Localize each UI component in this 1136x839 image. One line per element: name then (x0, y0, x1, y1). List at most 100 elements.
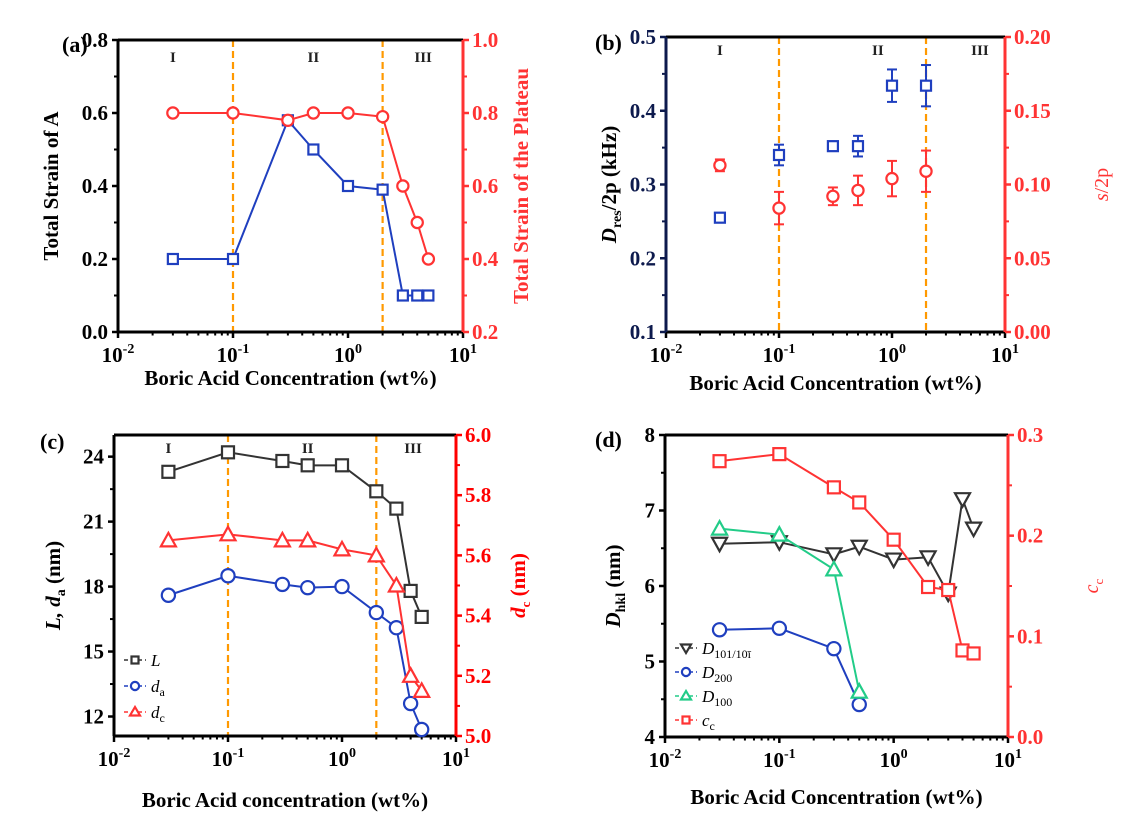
data-point (166, 106, 180, 120)
data-point (851, 183, 865, 198)
data-point (410, 215, 424, 230)
right-y-tick-label: 0.0 (1017, 725, 1043, 749)
data-point (274, 576, 291, 593)
data-point (919, 164, 933, 178)
right-y-tick-label: 0.2 (1017, 524, 1043, 548)
data-point (160, 587, 177, 603)
data-point (826, 140, 840, 153)
right-y-tick-label: 0.3 (1017, 423, 1043, 447)
data-point (772, 447, 787, 462)
right-y-tick-label: 0.8 (472, 101, 498, 125)
x-tick-label: 10-2 (102, 342, 135, 367)
x-tick-label: 10-2 (649, 747, 682, 772)
data-point (885, 79, 899, 92)
data-point (852, 495, 867, 510)
data-point (826, 189, 840, 203)
data-point (334, 458, 350, 473)
data-point (161, 464, 176, 479)
data-point (710, 518, 729, 536)
series-line (719, 627, 861, 705)
right-y-tick-label: 1.0 (472, 28, 498, 52)
left-y-tick-label: 0.3 (630, 173, 656, 197)
legend-item: dc (124, 703, 165, 725)
series-dc (159, 524, 432, 698)
data-point (389, 501, 404, 516)
legend-label: L (150, 651, 160, 670)
left-y-tick-label: 12 (83, 705, 104, 729)
data-point (281, 113, 295, 128)
region-label: II (308, 50, 320, 66)
x-axis-label: Boric Acid concentration (wt%) (142, 788, 428, 812)
left-y-tick-label: 0.1 (630, 320, 656, 344)
series-s-2p (713, 149, 933, 226)
legend-marker (679, 688, 693, 701)
right-y-tick-label: 0.05 (1014, 246, 1051, 270)
x-tick-label: 10-1 (212, 746, 245, 771)
x-tick-label: 10-1 (217, 342, 250, 367)
legend-marker (681, 715, 691, 725)
data-point (953, 492, 972, 509)
data-point (396, 179, 410, 193)
data-point (920, 579, 936, 595)
data-point (413, 721, 430, 738)
data-point (341, 179, 355, 193)
region-label: I (165, 441, 171, 457)
data-point (826, 640, 842, 657)
legend-label: cc (702, 711, 715, 733)
data-point (851, 696, 867, 713)
left-y-tick-label: 0.5 (630, 25, 656, 49)
legend-item: D101/10ī (675, 639, 752, 661)
legend: Lda dc (124, 651, 166, 725)
x-tick-label: 100 (334, 342, 362, 367)
data-point (966, 646, 981, 661)
data-point (411, 289, 424, 302)
right-y-tick-label: 0.2 (472, 320, 498, 344)
left-y-tick-label: 0.4 (630, 99, 657, 123)
left-y-tick-label: 0.2 (630, 246, 656, 270)
x-tick-label: 101 (449, 342, 477, 367)
data-point (299, 579, 316, 596)
left-y-tick-label: 15 (83, 640, 104, 664)
data-point (159, 530, 178, 548)
data-point (421, 252, 436, 266)
left-y-axis-label: L, da (nm) (41, 541, 69, 631)
panel-d: (d) 10-2 10-1 100 101 4 5 6 7 8 0.0 0.1 0.2 0.3 Boric … (595, 423, 1106, 809)
region-label: III (971, 43, 989, 59)
data-point (769, 524, 789, 542)
right-y-tick-label: 5.6 (465, 543, 491, 567)
data-point (220, 445, 236, 460)
region-label: III (414, 50, 432, 66)
panel-label: (d) (595, 427, 622, 452)
x-tick-label: 101 (991, 342, 1019, 367)
data-point (713, 158, 727, 173)
data-point (298, 530, 318, 548)
data-point (402, 695, 419, 712)
legend-item: D200 (675, 663, 732, 685)
left-y-tick-label: 0.6 (82, 101, 108, 125)
panel-label: (a) (62, 32, 88, 57)
right-y-tick-label: 0.4 (472, 247, 499, 271)
data-point (401, 666, 421, 683)
data-point (824, 547, 844, 565)
panel-label: (c) (40, 429, 64, 454)
legend-label: da (151, 677, 166, 699)
left-y-tick-label: 24 (83, 445, 105, 469)
data-point (710, 536, 729, 554)
right-y-axis-label: Total Strain of the Plateau (509, 68, 533, 304)
series-total-strain-of-the-plateau (166, 106, 436, 266)
data-point (369, 484, 384, 499)
data-point (273, 530, 292, 548)
legend-label: dc (151, 703, 165, 725)
x-axis-label: Boric Acid Concentration (wt%) (690, 785, 982, 809)
region-label: III (404, 441, 422, 457)
data-point (941, 582, 956, 598)
region-label: I (717, 43, 723, 59)
left-y-axis-label: Total Strain of A (39, 111, 63, 261)
data-point (366, 545, 386, 563)
data-point (711, 622, 728, 638)
left-y-tick-label: 7 (645, 499, 656, 523)
data-point (375, 109, 390, 124)
data-point (919, 79, 933, 92)
